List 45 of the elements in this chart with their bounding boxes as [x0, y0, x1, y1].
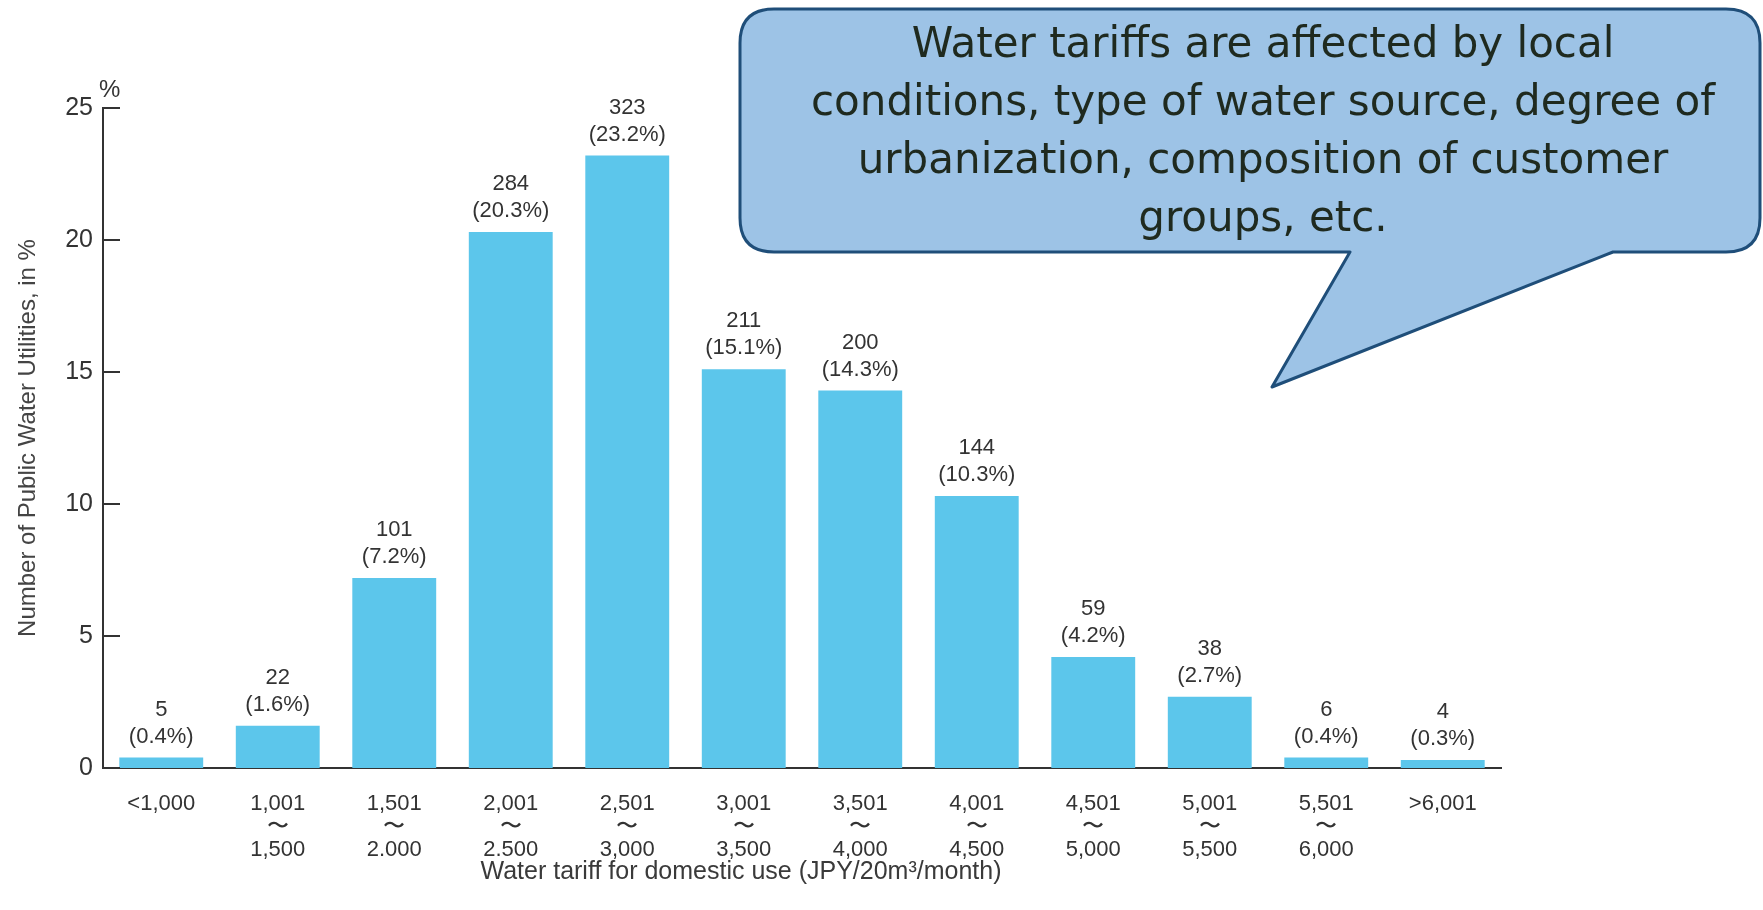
x-tick-label: 5,001 〜 5,500: [1182, 789, 1238, 861]
bar: [119, 757, 204, 768]
y-tick-label: 20: [65, 223, 93, 252]
data-label: 38 (2.7%): [1177, 634, 1243, 687]
data-label: 323 (23.2%): [588, 93, 666, 146]
x-tick-label: 2,001 〜 2.500: [483, 789, 539, 861]
bar: [585, 155, 670, 768]
text: %: [99, 74, 121, 102]
x-tick-label: 4,501 〜 5,000: [1065, 789, 1121, 861]
x-tick-label: 3,001 〜 3,500: [716, 789, 772, 861]
x-tick-label: >6,001: [1408, 789, 1477, 815]
data-label: 211 (15.1%): [705, 307, 783, 360]
x-tick-label: 5,501 〜 6,000: [1298, 789, 1354, 861]
x-tick-label: 4,001 〜 4,500: [949, 789, 1005, 861]
x-tick-label: 1,001 〜 1,500: [250, 789, 306, 861]
x-tick-label: 1,501 〜 2.000: [366, 789, 422, 861]
y-tick-label: 10: [65, 487, 93, 516]
y-axis-title: Number of Public Water Utilities, in %: [13, 239, 41, 637]
y-tick-label: 25: [65, 91, 93, 120]
data-label: 6 (0.4%): [1293, 695, 1359, 748]
data-label: 5 (0.4%): [128, 695, 194, 748]
x-tick-label: <1,000: [127, 789, 196, 815]
bar: [1051, 657, 1136, 768]
data-label: 101 (7.2%): [361, 515, 427, 568]
y-tick-label: 0: [79, 751, 93, 780]
bar: [235, 725, 320, 768]
bar: [1167, 696, 1252, 768]
bar: [1284, 757, 1369, 768]
data-label: 284 (20.3%): [472, 170, 550, 223]
bar: [934, 496, 1019, 768]
data-label: 200 (14.3%): [821, 328, 899, 381]
data-label: 22 (1.6%): [245, 663, 311, 716]
data-label: 59 (4.2%): [1060, 595, 1126, 648]
bar: [1400, 760, 1485, 768]
bar: [818, 390, 903, 768]
bar: [352, 577, 437, 768]
x-tick-label: 3,501 〜 4,000: [832, 789, 888, 861]
y-tick-label: 15: [65, 355, 93, 384]
data-label: 144 (10.3%): [938, 434, 1016, 487]
bar: [468, 232, 553, 768]
x-tick-label: 2,501 〜 3,000: [599, 789, 655, 861]
bar: [701, 369, 786, 768]
y-tick-label: 5: [79, 619, 93, 648]
annotation: Water tariffs are affected by local conditions, type of water source, degree of urbanization, composition of customer groups, etc.: [810, 17, 1717, 243]
data-label: 4 (0.3%): [1410, 698, 1476, 751]
